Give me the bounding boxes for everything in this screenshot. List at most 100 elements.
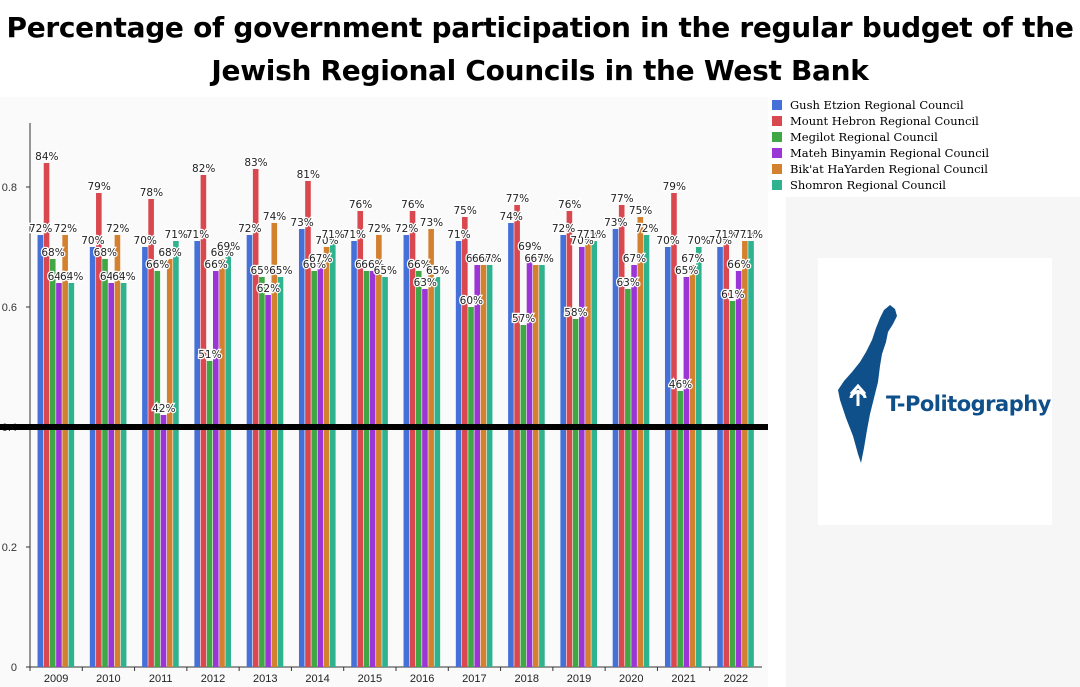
- bar: [329, 241, 336, 667]
- bar: [409, 211, 416, 667]
- data-label: 67%: [681, 253, 704, 265]
- bar: [468, 307, 474, 667]
- data-label: 70%: [315, 235, 338, 247]
- chart-panel: 00.20.40.60.872%70%70%71%72%73%71%72%71%…: [0, 97, 768, 687]
- legend-swatch: [772, 148, 782, 158]
- bar: [664, 247, 671, 667]
- bar: [213, 271, 219, 667]
- data-label: 70%: [656, 235, 679, 247]
- bar: [369, 271, 376, 667]
- data-label: 81%: [297, 169, 320, 181]
- data-label: 64%: [100, 271, 123, 283]
- bar: [160, 415, 167, 667]
- bar: [68, 283, 75, 667]
- bar: [265, 295, 271, 667]
- data-label: 65%: [426, 265, 449, 277]
- bar: [252, 169, 259, 667]
- bar: [618, 205, 625, 667]
- data-label: 72%: [635, 223, 658, 235]
- bar: [376, 235, 382, 667]
- x-tick-label: 2010: [96, 673, 120, 685]
- data-label: 66%: [303, 259, 326, 271]
- legend-label: Megilot Regional Council: [790, 130, 938, 144]
- bar: [625, 289, 631, 667]
- data-label: 70%: [570, 235, 593, 247]
- bar: [742, 241, 748, 667]
- bar: [108, 283, 115, 667]
- data-label: 70%: [687, 235, 710, 247]
- bar: [560, 235, 566, 667]
- bar: [277, 277, 284, 667]
- bar: [154, 271, 161, 667]
- data-label: 65%: [251, 265, 274, 277]
- data-label: 67%: [466, 253, 489, 265]
- data-label: 69%: [217, 241, 240, 253]
- bar: [49, 259, 56, 667]
- data-label: 70%: [81, 235, 104, 247]
- data-label: 65%: [675, 265, 698, 277]
- chart-title-line-2: Jewish Regional Councils in the West Ban…: [211, 54, 869, 87]
- bar: [206, 361, 213, 667]
- y-tick-label: 0.8: [2, 182, 17, 194]
- bar: [323, 247, 330, 667]
- data-label: 51%: [198, 349, 221, 361]
- bar: [539, 265, 545, 667]
- data-label: 57%: [512, 313, 535, 325]
- bar: [612, 229, 619, 667]
- bar: [480, 265, 487, 667]
- legend-swatch: [772, 164, 782, 174]
- bar: [526, 253, 533, 667]
- data-label: 84%: [35, 151, 58, 163]
- data-label: 68%: [94, 247, 117, 259]
- logo-panel: [818, 258, 1052, 525]
- data-label: 71%: [715, 229, 738, 241]
- data-label: 73%: [290, 217, 313, 229]
- legend-label: Bik'at HaYarden Regional Council: [790, 162, 988, 176]
- bar: [351, 241, 357, 667]
- bar: [173, 241, 179, 667]
- bar: [591, 241, 597, 667]
- x-tick-label: 2009: [44, 673, 68, 685]
- data-label: 42%: [152, 403, 175, 415]
- bar: [120, 283, 127, 667]
- map-logo-icon: [838, 305, 897, 463]
- bar: [62, 235, 68, 667]
- x-tick-label: 2020: [619, 673, 643, 685]
- bar: [585, 241, 591, 667]
- legend-label: Mount Hebron Regional Council: [790, 114, 979, 128]
- data-label: 77%: [506, 193, 529, 205]
- bar-chart: 00.20.40.60.872%70%70%71%72%73%71%72%71%…: [0, 123, 768, 685]
- data-label: 76%: [558, 199, 581, 211]
- bar: [200, 175, 207, 667]
- data-label: 71%: [740, 229, 763, 241]
- bar: [748, 241, 754, 667]
- data-label: 71%: [321, 229, 344, 241]
- bar: [631, 265, 637, 667]
- data-label: 71%: [447, 229, 470, 241]
- bar: [166, 259, 173, 667]
- bar: [194, 241, 200, 667]
- bar: [415, 271, 422, 667]
- bar: [363, 271, 370, 667]
- data-label: 67%: [531, 253, 554, 265]
- bar: [474, 265, 481, 667]
- data-label: 72%: [238, 223, 261, 235]
- data-label: 72%: [106, 223, 129, 235]
- data-label: 71%: [583, 229, 606, 241]
- bar: [271, 223, 278, 667]
- chart-title-line-1: Percentage of government participation i…: [6, 11, 1074, 44]
- data-label: 68%: [211, 247, 234, 259]
- bar: [219, 259, 225, 667]
- bar: [56, 283, 62, 667]
- x-tick-label: 2022: [724, 673, 748, 685]
- data-label: 67%: [524, 253, 547, 265]
- data-label: 71%: [733, 229, 756, 241]
- bar: [298, 229, 305, 667]
- x-tick-label: 2016: [410, 673, 434, 685]
- bar: [532, 265, 539, 667]
- bar: [317, 265, 324, 667]
- data-label: 71%: [577, 229, 600, 241]
- data-label: 70%: [134, 235, 157, 247]
- bar: [148, 199, 154, 667]
- data-label: 72%: [29, 223, 52, 235]
